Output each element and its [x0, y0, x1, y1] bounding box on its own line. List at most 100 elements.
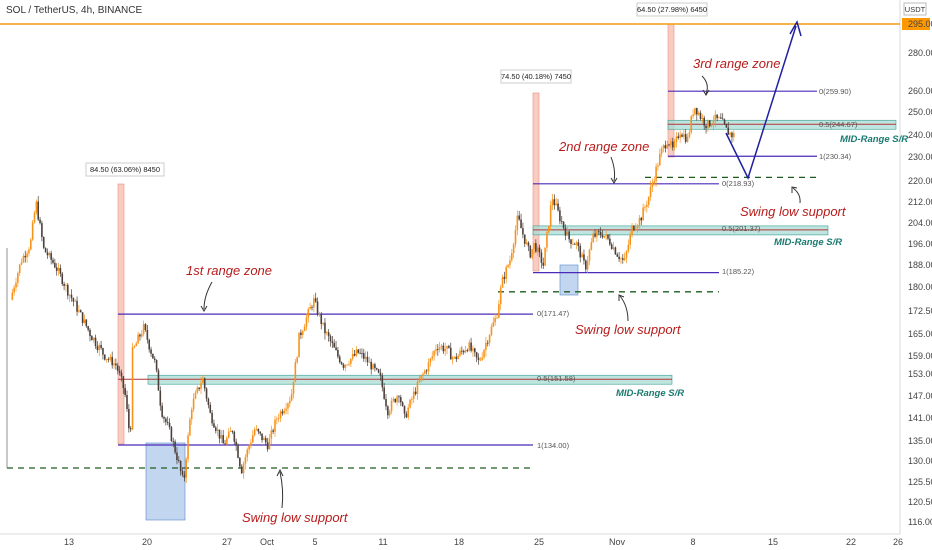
swing-low-box: [145, 442, 186, 521]
candle-body: [216, 429, 219, 431]
time-tick-label: 26: [893, 537, 903, 547]
range2-zone-label: 2nd range zone: [558, 139, 649, 154]
price-tick-label: 280.00: [908, 48, 932, 58]
candle-body: [522, 228, 524, 235]
candle-body: [287, 403, 289, 409]
price-tick-label: 130.00: [908, 456, 932, 466]
candle-body: [673, 142, 676, 148]
candle-body: [385, 398, 387, 407]
candle-body: [50, 253, 52, 260]
candle-body: [370, 361, 372, 370]
candle-body: [501, 277, 504, 288]
candle-body: [442, 345, 445, 352]
arrow-swing2-icon: [619, 295, 629, 322]
candle-body: [620, 258, 622, 260]
candle-body: [150, 349, 152, 354]
candle-body: [699, 112, 702, 119]
candle-body: [198, 387, 200, 389]
candle-body: [263, 438, 265, 441]
candle-body: [289, 400, 291, 404]
candle-body: [72, 298, 75, 302]
candle-body: [209, 404, 212, 413]
candle-body: [46, 252, 49, 256]
candle-body: [705, 125, 707, 129]
candle-body: [475, 352, 478, 358]
candle-body: [446, 345, 448, 349]
candle-body: [237, 445, 239, 458]
candle-body: [383, 387, 385, 399]
candle-body: [76, 300, 78, 312]
candle-body: [270, 430, 273, 439]
candle-body: [379, 372, 382, 376]
candle-body: [731, 132, 733, 138]
candle-body: [470, 342, 472, 351]
candle-body: [111, 357, 113, 366]
candle-body: [462, 351, 465, 353]
candle-body: [24, 255, 27, 258]
candle-body: [240, 466, 243, 474]
candle-body: [453, 356, 456, 358]
candle-body: [257, 428, 260, 432]
candle-body: [105, 359, 108, 360]
candle-body: [492, 322, 495, 327]
candle-body: [26, 253, 28, 258]
candle-body: [409, 399, 411, 408]
price-tick-label: 212.00: [908, 197, 932, 207]
candle-body: [725, 123, 728, 128]
candle-body: [178, 460, 180, 462]
candle-body: [494, 317, 496, 323]
time-tick-label: 20: [142, 537, 152, 547]
candle-body: [67, 284, 69, 296]
candle-body: [109, 357, 112, 360]
candle-body: [229, 430, 232, 432]
swing-low-label-3: Swing low support: [740, 204, 847, 219]
candle-body: [651, 182, 654, 187]
candle-body: [342, 364, 345, 368]
candle-body: [344, 364, 347, 368]
candle-body: [629, 234, 631, 245]
mid-sr-label-1: MID-Range S/R: [616, 388, 684, 399]
candle-body: [414, 391, 417, 394]
candle-body: [283, 410, 286, 414]
candle-body: [507, 265, 509, 267]
candle-body: [266, 442, 269, 450]
candle-body: [670, 141, 672, 145]
candle-body: [314, 298, 317, 302]
candle-body: [418, 380, 421, 382]
candle-body: [359, 352, 361, 354]
price-tick-label: 120.50: [908, 497, 932, 507]
candle-body: [655, 166, 657, 181]
candle-body: [647, 196, 650, 205]
candle-body: [485, 342, 487, 350]
candle-body: [390, 400, 393, 412]
arrow-range3-icon: [701, 75, 708, 95]
candle-body: [222, 435, 224, 444]
candle-body: [546, 232, 548, 248]
candle-body: [527, 242, 530, 247]
candle-body: [374, 364, 376, 369]
candle-body: [115, 363, 117, 366]
candle-body: [372, 364, 374, 370]
candle-body: [583, 254, 585, 261]
candle-body: [403, 405, 406, 414]
candle-body: [176, 452, 178, 461]
candle-body: [22, 255, 25, 263]
candle-body: [279, 411, 282, 419]
candle-body: [11, 292, 14, 300]
candle-body: [596, 231, 598, 237]
candle-body: [721, 118, 724, 120]
candle-body: [166, 421, 169, 423]
measure-label-3: 64.50 (27.98%) 6450: [636, 2, 708, 17]
range3-top-label: 0(259.90): [819, 87, 852, 96]
candle-body: [183, 474, 186, 478]
price-tick-label: 172.50: [908, 306, 932, 316]
candle-body: [535, 243, 537, 252]
candle-body: [128, 409, 130, 429]
candle-body: [610, 244, 613, 249]
candle-body: [720, 117, 722, 119]
candle-body: [616, 254, 619, 257]
candle-body: [233, 431, 236, 442]
candle-body: [207, 398, 210, 405]
candle-body: [633, 225, 635, 231]
